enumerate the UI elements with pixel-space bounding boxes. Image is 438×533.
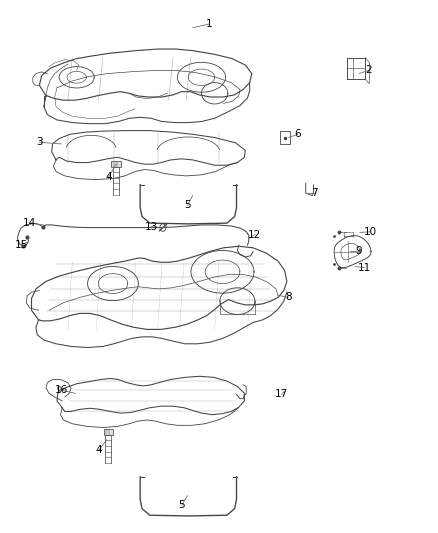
Text: 5: 5 xyxy=(178,500,185,510)
Text: 12: 12 xyxy=(248,230,261,239)
Text: 10: 10 xyxy=(364,227,377,237)
Text: 17: 17 xyxy=(275,390,288,399)
Text: 9: 9 xyxy=(356,246,363,255)
Text: 13: 13 xyxy=(145,222,158,231)
Bar xyxy=(111,161,121,167)
Text: 8: 8 xyxy=(285,293,292,302)
Text: 6: 6 xyxy=(294,130,301,139)
Text: 1: 1 xyxy=(206,19,213,29)
Text: 15: 15 xyxy=(14,240,28,249)
Bar xyxy=(280,131,290,144)
Text: 4: 4 xyxy=(105,172,112,182)
Text: 14: 14 xyxy=(23,218,36,228)
Text: 11: 11 xyxy=(358,263,371,272)
Text: 3: 3 xyxy=(36,138,43,147)
Text: 2: 2 xyxy=(365,66,372,75)
Text: 4: 4 xyxy=(95,446,102,455)
Bar xyxy=(103,429,113,435)
Text: 7: 7 xyxy=(311,188,318,198)
Text: 16: 16 xyxy=(55,385,68,395)
Text: 5: 5 xyxy=(184,200,191,210)
